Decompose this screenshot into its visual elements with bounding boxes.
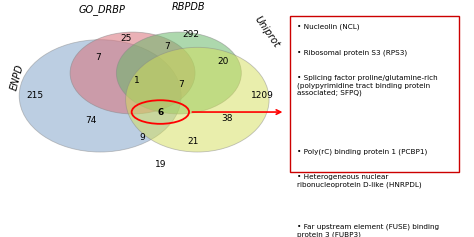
Ellipse shape bbox=[70, 32, 195, 114]
Text: ENPD: ENPD bbox=[9, 63, 25, 91]
Text: • Splicing factor proline/glutamine-rich
(polypyrimidine tract binding protein
a: • Splicing factor proline/glutamine-rich… bbox=[297, 75, 438, 96]
Text: 7: 7 bbox=[95, 53, 101, 62]
Ellipse shape bbox=[19, 40, 181, 152]
Text: 1209: 1209 bbox=[251, 91, 273, 100]
Text: 21: 21 bbox=[187, 137, 199, 146]
Text: 7: 7 bbox=[164, 42, 170, 51]
Text: • Ribosomal protein S3 (RPS3): • Ribosomal protein S3 (RPS3) bbox=[297, 49, 407, 56]
Text: 19: 19 bbox=[155, 160, 166, 169]
Ellipse shape bbox=[126, 47, 269, 152]
Text: 7: 7 bbox=[178, 80, 184, 89]
Text: • Far upstream element (FUSE) binding
protein 3 (FUBP3): • Far upstream element (FUSE) binding pr… bbox=[297, 223, 439, 237]
Ellipse shape bbox=[117, 32, 241, 114]
Text: 215: 215 bbox=[27, 91, 44, 100]
Text: 9: 9 bbox=[139, 133, 145, 142]
Text: • Poly(rC) binding protein 1 (PCBP1): • Poly(rC) binding protein 1 (PCBP1) bbox=[297, 148, 427, 155]
Text: GO_DRBP: GO_DRBP bbox=[79, 4, 126, 15]
FancyBboxPatch shape bbox=[290, 16, 459, 172]
Text: 38: 38 bbox=[222, 114, 233, 123]
Text: RBPDB: RBPDB bbox=[171, 2, 205, 12]
Text: • Nucleolin (NCL): • Nucleolin (NCL) bbox=[297, 23, 359, 30]
Text: 25: 25 bbox=[120, 34, 131, 43]
Text: 20: 20 bbox=[217, 57, 228, 66]
Text: Uniprot: Uniprot bbox=[252, 14, 281, 50]
Text: 292: 292 bbox=[182, 31, 199, 39]
Text: 1: 1 bbox=[134, 76, 140, 85]
Text: • Heterogeneous nuclear
ribonucleoprotein D-like (HNRPDL): • Heterogeneous nuclear ribonucleoprotei… bbox=[297, 174, 421, 188]
Text: 6: 6 bbox=[157, 108, 164, 117]
Text: 74: 74 bbox=[85, 116, 97, 125]
